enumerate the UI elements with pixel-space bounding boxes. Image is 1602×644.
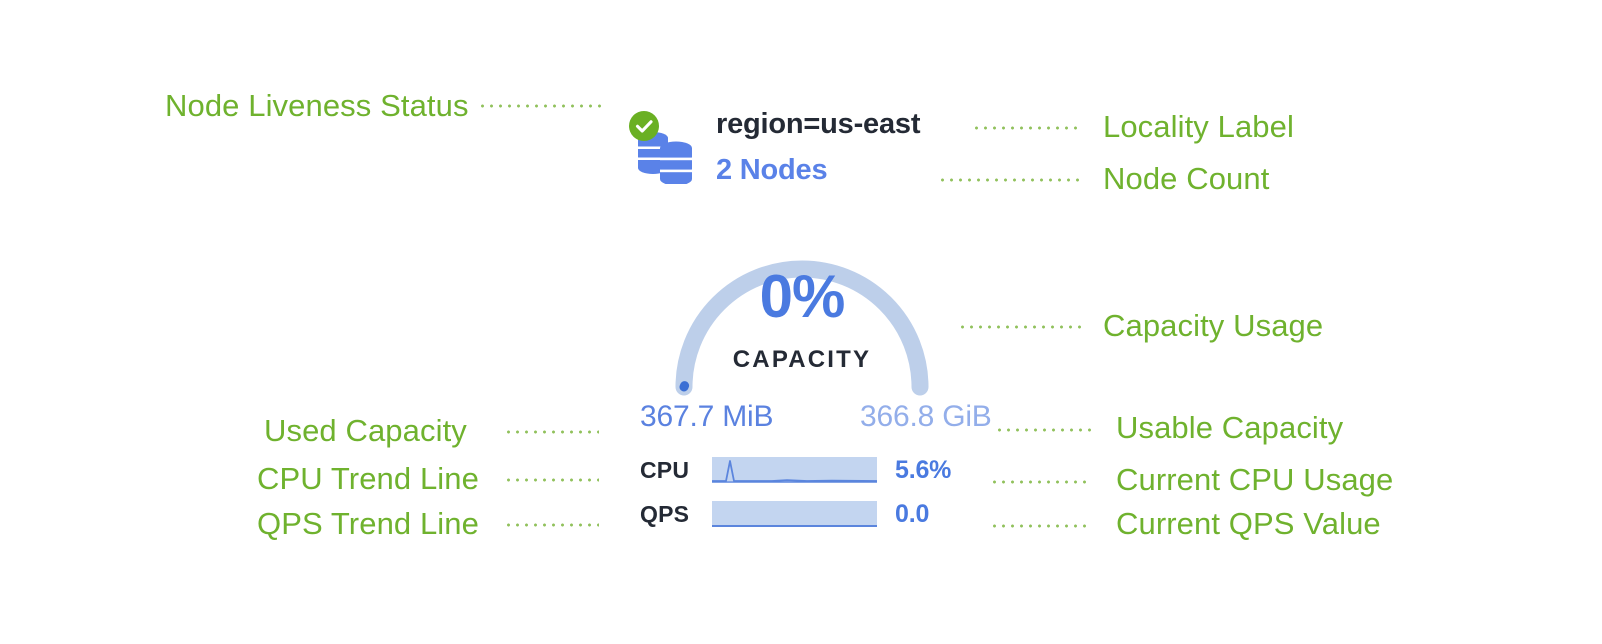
metric-value-cpu: 5.6% — [895, 455, 952, 484]
database-stack-icon — [638, 132, 692, 184]
leader-node-count — [938, 178, 1084, 182]
used-capacity-value: 367.7 MiB — [640, 400, 774, 433]
leader-usable-capacity — [995, 428, 1095, 432]
node-header: region=us-east 2 Nodes — [628, 100, 968, 192]
node-count-value[interactable]: 2 Nodes — [716, 154, 828, 186]
qps-sparkline[interactable] — [712, 499, 877, 529]
check-circle-icon — [629, 111, 659, 141]
annotation-current-qps-value: Current QPS Value — [1116, 506, 1381, 541]
annotation-used-capacity: Used Capacity — [264, 413, 467, 448]
annotation-usable-capacity: Usable Capacity — [1116, 410, 1344, 445]
leader-capacity-usage — [958, 325, 1084, 329]
leader-current-qps-value — [990, 524, 1090, 528]
leader-cpu-trend-line — [504, 478, 599, 482]
annotation-node-liveness-status: Node Liveness Status — [165, 88, 469, 123]
usable-capacity-value: 366.8 GiB — [860, 400, 992, 433]
annotation-capacity-usage: Capacity Usage — [1103, 308, 1324, 343]
metric-row-qps: QPS 0.0 — [640, 496, 980, 532]
annotation-cpu-trend-line: CPU Trend Line — [257, 461, 479, 496]
locality-label-value: region=us-east — [716, 108, 921, 140]
metric-row-cpu: CPU 5.6% — [640, 452, 980, 488]
annotation-locality-label: Locality Label — [1103, 109, 1294, 144]
metric-label-qps: QPS — [640, 500, 690, 527]
leader-locality-label — [972, 126, 1082, 130]
leader-qps-trend-line — [504, 523, 599, 527]
metric-label-cpu: CPU — [640, 456, 690, 483]
annotation-node-count: Node Count — [1103, 161, 1270, 196]
leader-current-cpu-usage — [990, 480, 1090, 484]
leader-node-liveness-status — [478, 104, 604, 108]
gauge-fill — [679, 381, 690, 392]
leader-used-capacity — [504, 430, 599, 434]
annotation-qps-trend-line: QPS Trend Line — [257, 506, 479, 541]
capacity-gauge-arc — [675, 260, 929, 396]
capacity-percent-value: 0% — [759, 263, 846, 330]
capacity-caption: CAPACITY — [732, 346, 872, 373]
annotation-current-cpu-usage: Current CPU Usage — [1116, 462, 1394, 497]
capacity-gauge: 0% CAPACITY — [652, 205, 952, 405]
cpu-sparkline[interactable] — [712, 455, 877, 485]
node-icon-group — [628, 110, 700, 184]
metric-value-qps: 0.0 — [895, 499, 930, 528]
gauge-track — [675, 260, 929, 396]
